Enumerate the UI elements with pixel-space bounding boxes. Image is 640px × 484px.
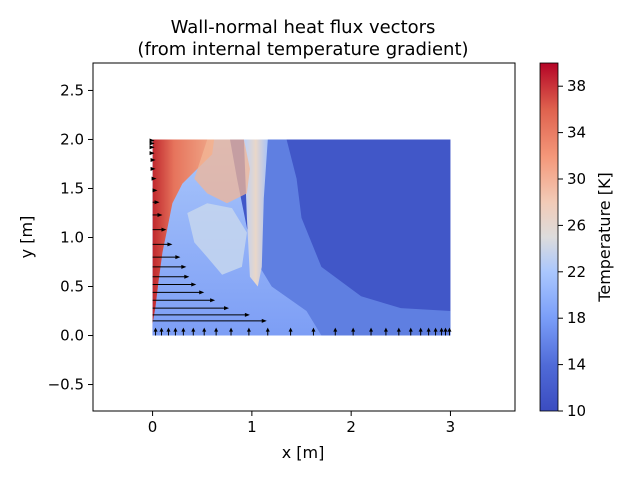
flux-vector-bottom-wall: [173, 327, 178, 336]
colorbar-tick-label: 10: [567, 402, 586, 420]
x-tick-label: 1: [247, 418, 257, 436]
colorbar-gradient: [539, 62, 559, 412]
colorbar-label: Temperature [K]: [595, 172, 614, 302]
flux-vector-left-wall: [151, 176, 157, 181]
flux-vector-bottom-wall: [408, 327, 413, 336]
flux-vector-bottom-wall: [396, 327, 401, 336]
colorbar: 10 14 18 22 26 30 34 38 Temperature [K]: [539, 62, 614, 420]
flux-vector-bottom-wall: [229, 327, 234, 336]
flux-vector-left-wall: [150, 158, 156, 163]
y-tick-label: 1.0: [60, 228, 84, 246]
flux-vector-bottom-wall: [246, 327, 251, 336]
flux-vector-bottom-wall: [202, 327, 207, 336]
flux-vector-left-wall: [152, 274, 190, 279]
colorbar-tick-label: 38: [567, 77, 586, 95]
flux-vector-left-wall: [152, 298, 216, 303]
colorbar-tick-label: 34: [567, 124, 586, 142]
x-axis-ticks: 0 1 2 3: [148, 411, 455, 436]
y-tick-label: 0.5: [60, 278, 84, 296]
flux-vector-bottom-wall: [443, 327, 448, 336]
y-axis-ticks: −0.5 0.0 0.5 1.0 1.5 2.0 2.5: [48, 81, 93, 394]
flux-vector-left-wall: [149, 138, 155, 143]
flux-vector-bottom-wall: [191, 327, 196, 336]
flux-vector-bottom-wall: [333, 327, 338, 336]
flux-vector-bottom-wall: [351, 327, 356, 336]
flux-vector-bottom-wall: [265, 327, 270, 336]
flux-vector-bottom-wall: [159, 327, 164, 336]
flux-vector-left-wall: [152, 282, 197, 287]
flux-vector-left-wall: [152, 255, 181, 260]
y-axis-label: y [m]: [17, 216, 36, 259]
flux-vector-left-wall: [152, 212, 163, 217]
y-tick-label: −0.5: [48, 376, 84, 394]
heat-flux-vectors: [149, 138, 452, 336]
flux-vector-bottom-wall: [166, 327, 171, 336]
colorbar-tick-label: 26: [567, 216, 586, 234]
x-tick-label: 0: [148, 418, 158, 436]
flux-vector-bottom-wall: [153, 327, 158, 336]
flux-vector-left-wall: [149, 141, 155, 146]
flux-vector-bottom-wall: [214, 327, 219, 336]
flux-vector-left-wall: [149, 145, 155, 150]
y-tick-label: 2.5: [60, 81, 84, 99]
field-bubble: [187, 203, 247, 275]
chart-title-line2: (from internal temperature gradient): [137, 39, 468, 60]
flux-vector-left-wall: [152, 306, 230, 311]
y-tick-label: 0.0: [60, 327, 84, 345]
flux-vector-left-wall: [152, 188, 158, 193]
flux-vector-left-wall: [152, 264, 187, 269]
x-tick-label: 3: [446, 418, 456, 436]
field-mid-region: [251, 139, 451, 336]
flux-vector-left-wall: [152, 200, 160, 205]
y-tick-label: 1.5: [60, 179, 84, 197]
flux-vector-bottom-wall: [181, 327, 186, 336]
x-tick-label: 2: [346, 418, 356, 436]
colorbar-tick-label: 14: [567, 356, 586, 374]
field-hot-region: [152, 139, 215, 324]
flux-vector-left-wall: [152, 242, 173, 247]
flux-vector-left-wall: [150, 166, 156, 171]
flux-vector-bottom-wall: [311, 327, 316, 336]
flux-vector-left-wall: [152, 312, 250, 317]
field-plume: [243, 139, 268, 287]
flux-vector-bottom-wall: [369, 327, 374, 336]
flux-vector-left-wall: [152, 318, 267, 323]
colorbar-tick-label: 30: [567, 170, 586, 188]
colorbar-tick-label: 18: [567, 309, 586, 327]
x-axis-label: x [m]: [282, 443, 325, 462]
chart-title-line1: Wall-normal heat flux vectors: [171, 17, 436, 38]
field-warm-region: [194, 139, 250, 204]
flux-vector-left-wall: [152, 227, 167, 232]
flux-vector-left-wall: [149, 151, 155, 156]
flux-vector-bottom-wall: [288, 327, 293, 336]
colorbar-ticks: 10 14 18 22 26 30 34 38: [558, 77, 586, 420]
flux-vector-bottom-wall: [439, 327, 444, 336]
flux-vector-bottom-wall: [426, 327, 431, 336]
flux-vector-left-wall: [152, 290, 205, 295]
colorbar-tick-label: 22: [567, 263, 586, 281]
flux-vector-bottom-wall: [383, 327, 388, 336]
flux-vector-bottom-wall: [447, 327, 452, 336]
flux-vector-bottom-wall: [433, 327, 438, 336]
y-tick-label: 2.0: [60, 130, 84, 148]
flux-vector-bottom-wall: [418, 327, 423, 336]
